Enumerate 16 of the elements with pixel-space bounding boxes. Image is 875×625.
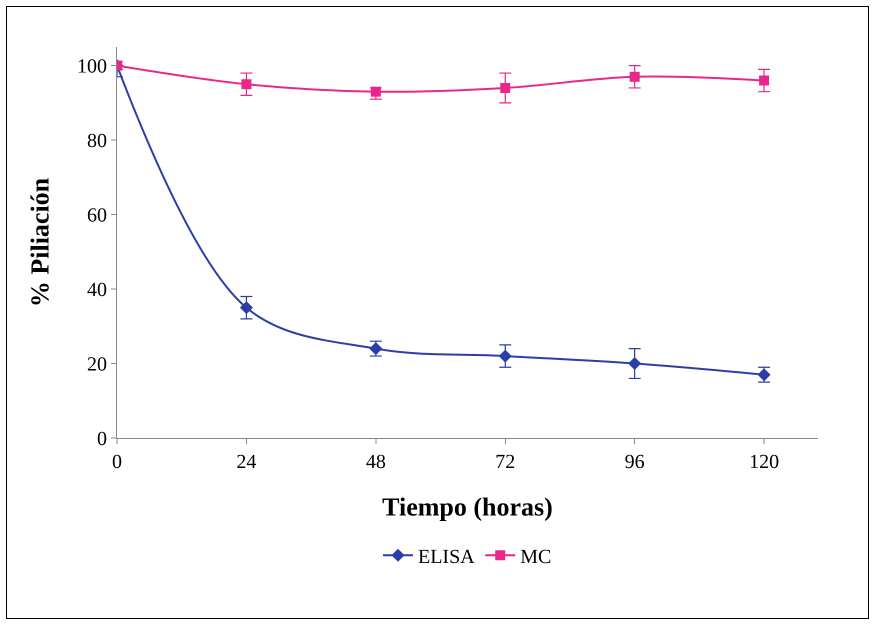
y-tick-label: 60 bbox=[87, 204, 107, 227]
x-tick-label: 120 bbox=[749, 451, 780, 473]
y-axis-title: % Piliación bbox=[25, 177, 54, 308]
x-axis-title: Tiempo (horas) bbox=[382, 492, 553, 522]
x-tick-label: 96 bbox=[624, 451, 645, 473]
x-tick-label: 48 bbox=[366, 451, 386, 473]
y-tick-label: 100 bbox=[77, 56, 107, 78]
y-tick-label: 0 bbox=[97, 428, 107, 450]
legend-label: ELISA bbox=[418, 546, 476, 568]
y-tick-label: 40 bbox=[87, 279, 107, 302]
x-tick-label: 0 bbox=[112, 451, 122, 473]
y-tick-label: 80 bbox=[87, 130, 107, 152]
legend-label: MC bbox=[520, 546, 552, 568]
y-tick-label: 20 bbox=[87, 354, 107, 376]
x-tick-label: 72 bbox=[495, 451, 516, 473]
x-tick-label: 24 bbox=[236, 451, 256, 473]
